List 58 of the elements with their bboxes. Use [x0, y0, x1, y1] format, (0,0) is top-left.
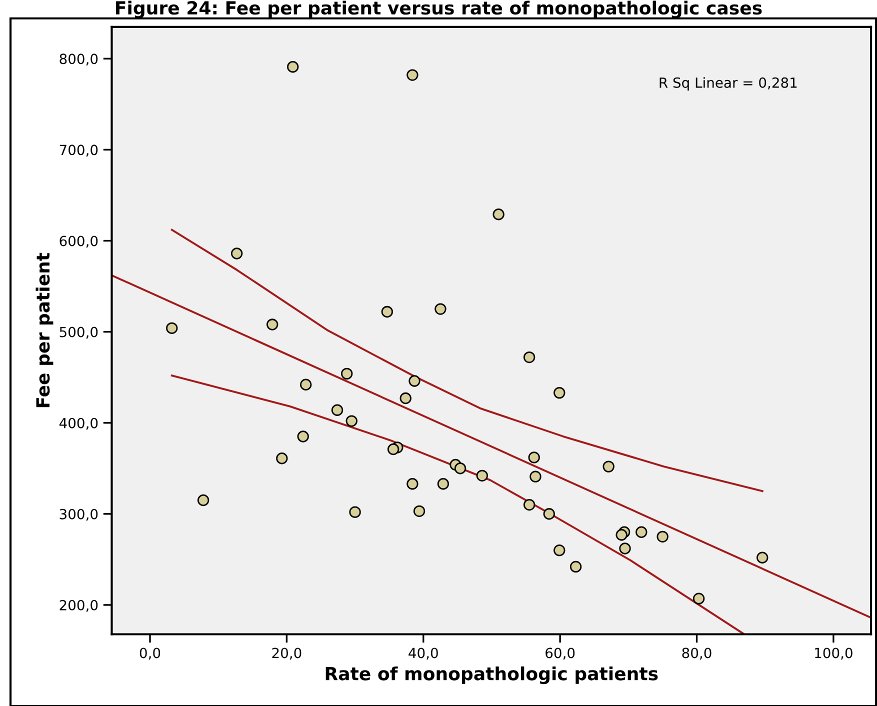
- point: [434, 303, 446, 315]
- y-tick-label: 500,0: [60, 326, 98, 339]
- point: [616, 529, 628, 541]
- point: [756, 552, 768, 564]
- point: [523, 351, 536, 364]
- point: [636, 526, 648, 538]
- point: [454, 462, 466, 474]
- point: [570, 560, 582, 573]
- point: [349, 506, 361, 518]
- annotation: R Sq Linear = 0,281: [660, 77, 797, 91]
- y-tick-label: 300,0: [60, 508, 98, 521]
- point: [400, 392, 412, 404]
- y-tick-label: 400,0: [59, 418, 98, 430]
- point: [287, 61, 299, 73]
- point: [554, 386, 566, 399]
- point: [276, 452, 288, 464]
- point: [619, 542, 631, 554]
- point: [528, 452, 540, 464]
- point: [408, 375, 420, 387]
- point: [530, 470, 542, 482]
- point: [300, 378, 312, 390]
- point: [166, 322, 178, 334]
- point: [406, 69, 418, 81]
- point: [523, 498, 536, 511]
- chart-title: Figure 24: Fee per patient versus rate of monopathologic cases: [116, 0, 762, 18]
- point: [543, 508, 555, 520]
- point: [692, 592, 705, 604]
- x-tick-label: 20,0: [272, 648, 302, 660]
- point: [297, 430, 309, 442]
- point: [602, 460, 614, 472]
- point: [492, 208, 504, 220]
- point: [197, 494, 210, 506]
- y-tick-label: 800,0: [60, 54, 98, 66]
- point: [406, 478, 418, 490]
- point: [554, 544, 566, 556]
- point: [331, 404, 344, 416]
- point: [413, 505, 426, 518]
- point: [340, 368, 353, 380]
- point: [381, 306, 394, 318]
- line-series: [170, 228, 764, 492]
- y-tick-label: 600,0: [60, 236, 98, 248]
- x-tick-label: 100,0: [815, 648, 852, 660]
- point: [656, 530, 668, 543]
- x-tick-label: 80,0: [682, 648, 712, 660]
- y-tick-label: 200,0: [60, 600, 98, 612]
- point: [346, 415, 358, 427]
- point: [230, 248, 243, 260]
- x-tick-label: 0,0: [140, 648, 160, 660]
- point: [437, 478, 450, 490]
- line-series: [170, 374, 745, 634]
- point: [387, 443, 400, 456]
- point: [476, 470, 488, 482]
- x-axis-title: Rate of monopathologic patients: [326, 666, 658, 684]
- x-tick-label: 40,0: [408, 648, 438, 660]
- point: [266, 318, 278, 330]
- y-axis-title: Fee per patient: [36, 252, 54, 408]
- y-tick-label: 700,0: [60, 144, 98, 157]
- x-tick-label: 60,0: [546, 648, 575, 660]
